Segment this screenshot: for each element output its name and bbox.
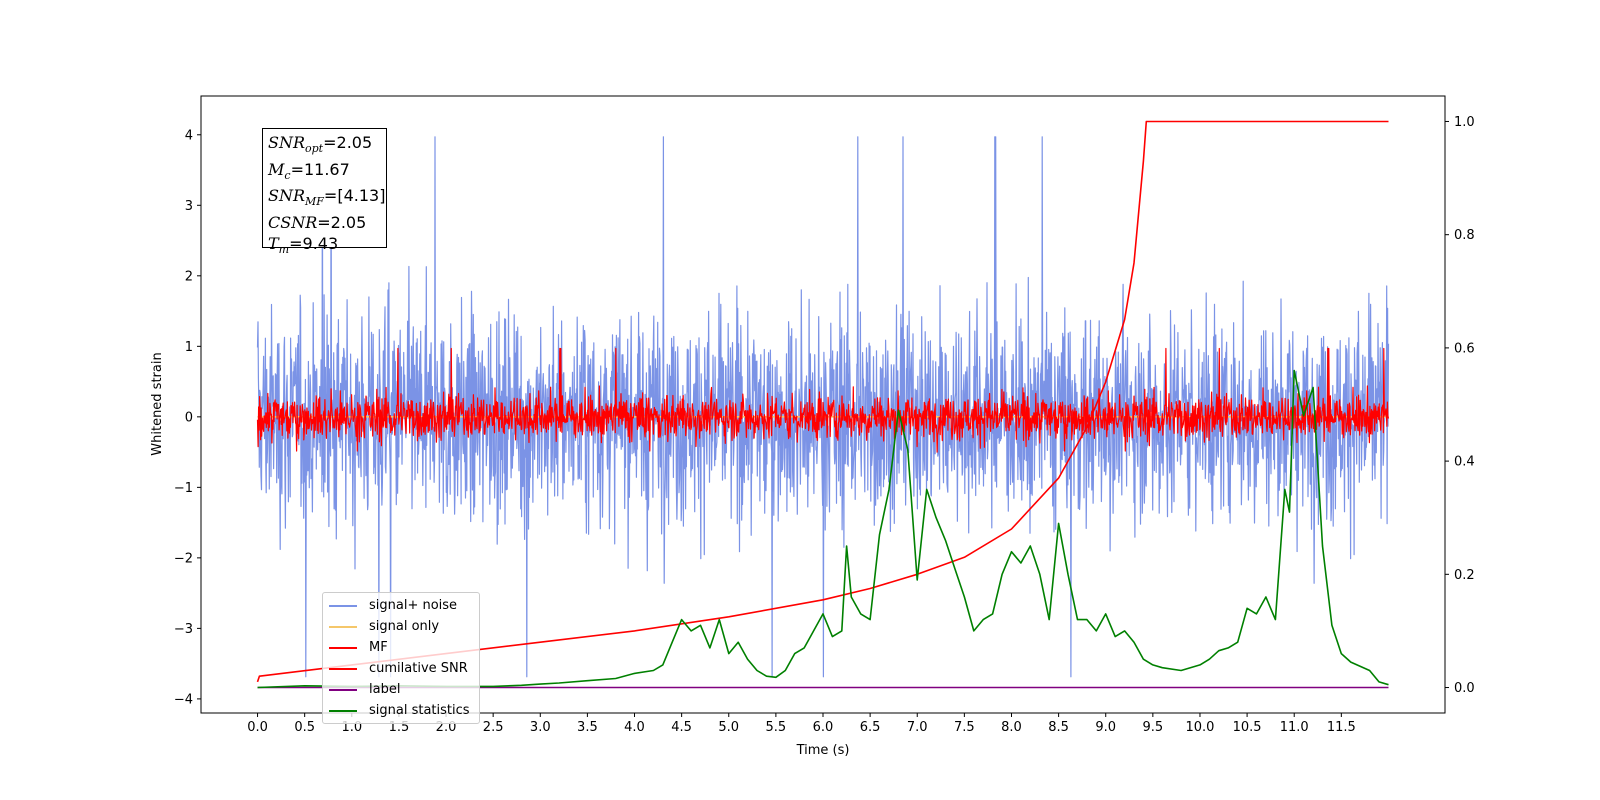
x-tick-label: 6.5 [860,720,881,735]
y-tick-label: 2 [185,269,193,284]
y-tick-label: 0 [185,410,193,425]
x-tick-label: 10.0 [1185,720,1214,735]
annotation-line: Tm=9.43 [268,233,339,256]
y-axis-right: 1.0 0.8 0.6 0.4 0.2 0.0 [1445,115,1475,696]
x-tick-label: 0.0 [247,720,268,735]
x-axis: 0.0 0.5 1.0 1.5 2.0 2.5 3.0 3.5 4.0 4.5 5.0 5.5 6.0 6… [247,713,1356,735]
legend-entry: signal+ noise [329,595,479,616]
x-tick-label: 7.0 [907,720,928,735]
y-tick-label: 3 [185,199,193,214]
legend-label: label [369,682,401,697]
series-signal-statistics [257,369,1389,689]
legend-entry: MF [329,637,479,658]
annotation-line: SNRMF=[4.13] [268,186,386,209]
x-axis-label: Time (s) [796,743,850,758]
y-tick-label: −4 [174,692,193,707]
legend-label: signal statistics [369,703,470,718]
legend-swatch [329,604,357,607]
legend-swatch [329,709,357,712]
y-tick-label: 1 [185,340,193,355]
x-tick-label: 4.5 [671,720,692,735]
y-tick-label: 4 [185,128,193,143]
legend-label: cumilative SNR [369,661,468,676]
legend-entry: cumilative SNR [329,658,479,679]
legend-label: signal+ noise [369,598,458,613]
legend-label: MF [369,640,388,655]
legend-swatch [329,646,357,649]
x-tick-label: 7.5 [954,720,975,735]
x-tick-label: 6.0 [813,720,834,735]
x-tick-label: 8.5 [1048,720,1069,735]
legend-label: signal only [369,619,440,634]
x-tick-label: 9.5 [1143,720,1164,735]
x-tick-label: 11.0 [1280,720,1309,735]
y-right-tick-label: 0.2 [1454,568,1475,583]
annotation-box: SNRopt=2.05 Mc=11.67 SNRMF=[4.13] CSNR=2.05… [262,128,387,256]
y-right-tick-label: 1.0 [1454,115,1475,130]
x-tick-label: 5.5 [766,720,787,735]
legend-swatch [329,688,357,691]
annotation-line: SNRopt=2.05 [268,133,373,156]
y-right-tick-label: 0.0 [1454,681,1475,696]
y-right-tick-label: 0.4 [1454,455,1475,470]
series-mf [256,347,1390,453]
x-tick-label: 2.5 [483,720,504,735]
y-right-tick-label: 0.8 [1454,228,1475,243]
y-tick-label: −1 [174,481,193,496]
y-tick-label: −2 [174,551,193,566]
y-axis-label: Whitened strain [150,352,165,455]
x-tick-label: 8.0 [1001,720,1022,735]
y-tick-label: −3 [174,622,193,637]
legend-swatch [329,625,357,628]
x-tick-label: 5.0 [718,720,739,735]
legend-entry: signal only [329,616,479,637]
y-right-tick-label: 0.6 [1454,341,1475,356]
x-tick-label: 9.0 [1095,720,1116,735]
y-axis-left: 4 3 2 1 0 −1 −2 −3 −4 [174,128,201,707]
x-tick-label: 0.5 [294,720,315,735]
x-tick-label: 10.5 [1233,720,1262,735]
x-tick-label: 3.0 [530,720,551,735]
x-tick-label: 3.5 [577,720,598,735]
legend-entry: signal statistics [329,700,479,721]
x-tick-label: 4.0 [624,720,645,735]
x-tick-label: 11.5 [1327,720,1356,735]
legend-entry: label [329,679,479,700]
annotation-line: CSNR=2.05 [268,213,367,233]
annotation-line: Mc=11.67 [268,159,350,182]
legend: signal+ noise signal only MF cumilative SNR… [322,592,480,724]
legend-swatch [329,667,357,670]
